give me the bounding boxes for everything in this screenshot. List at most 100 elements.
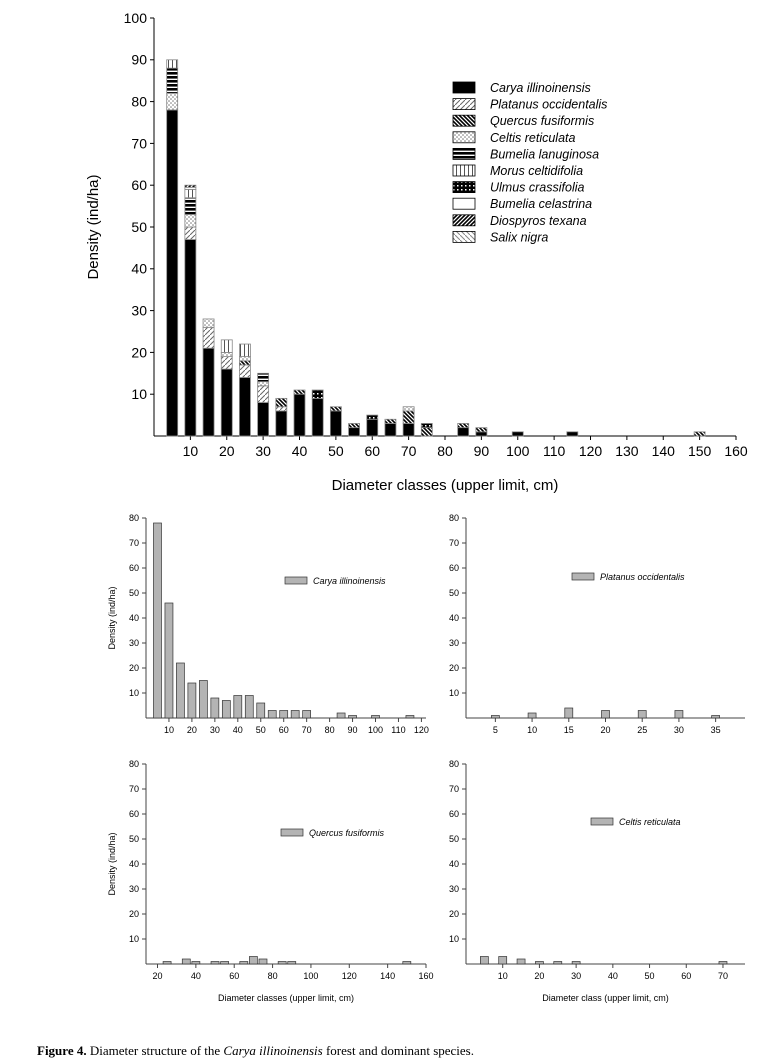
bar bbox=[267, 710, 277, 719]
bar-segment bbox=[184, 239, 197, 437]
bar bbox=[674, 710, 684, 719]
bar-segment bbox=[184, 188, 197, 199]
legend-label: Platanus occidentalis bbox=[490, 98, 607, 112]
y-tick-label: 40 bbox=[449, 859, 459, 869]
legend-swatch bbox=[452, 181, 476, 194]
y-tick-label: 50 bbox=[129, 588, 139, 598]
legend-swatch bbox=[280, 828, 304, 837]
bar-segment bbox=[366, 414, 379, 420]
bar bbox=[348, 715, 357, 719]
x-tick-label: 140 bbox=[652, 443, 676, 459]
bar-segment bbox=[184, 214, 197, 228]
y-tick-label: 70 bbox=[449, 538, 459, 548]
legend-swatch bbox=[452, 230, 476, 243]
legend-swatch bbox=[452, 114, 476, 127]
bar-segment bbox=[384, 423, 397, 437]
y-tick-label: 60 bbox=[129, 563, 139, 573]
x-tick-label: 120 bbox=[579, 443, 603, 459]
bar-segment bbox=[220, 368, 233, 437]
bar-segment bbox=[402, 423, 415, 437]
legend-label: Carya illinoinensis bbox=[490, 81, 591, 95]
bar-segment bbox=[457, 423, 470, 429]
legend-label: Platanus occidentalis bbox=[600, 572, 685, 582]
bar-segment bbox=[166, 59, 179, 69]
y-axis-label: Density (ind/ha) bbox=[107, 832, 117, 895]
x-tick-label: 50 bbox=[256, 725, 266, 735]
legend-label: Celtis reticulata bbox=[619, 817, 681, 827]
x-tick-label: 70 bbox=[718, 971, 728, 981]
bar-segment bbox=[384, 418, 397, 424]
bar bbox=[210, 697, 220, 719]
bar bbox=[221, 700, 231, 719]
x-tick-label: 10 bbox=[498, 971, 508, 981]
x-tick-label: 60 bbox=[681, 971, 691, 981]
x-axis-label: Diameter classes (upper limit, cm) bbox=[332, 477, 559, 494]
bar-segment bbox=[202, 347, 215, 437]
y-tick-label: 50 bbox=[131, 219, 147, 235]
x-tick-label: 20 bbox=[600, 725, 610, 735]
bar-segment bbox=[184, 197, 197, 215]
x-tick-label: 50 bbox=[645, 971, 655, 981]
bar-segment bbox=[475, 427, 488, 433]
x-tick-label: 110 bbox=[391, 725, 405, 735]
bar-segment bbox=[220, 339, 233, 353]
legend-label: Morus celtidifolia bbox=[490, 164, 583, 178]
x-tick-label: 10 bbox=[183, 443, 199, 459]
bar-segment bbox=[275, 406, 288, 412]
legend-swatch bbox=[452, 214, 476, 227]
y-tick-label: 40 bbox=[129, 613, 139, 623]
bar-segment bbox=[239, 364, 251, 378]
legend-swatch bbox=[452, 164, 476, 177]
bar bbox=[601, 710, 610, 719]
y-tick-label: 80 bbox=[129, 513, 139, 523]
y-tick-label: 50 bbox=[449, 588, 459, 598]
bar bbox=[176, 662, 185, 719]
x-tick-label: 130 bbox=[615, 443, 639, 459]
x-tick-label: 40 bbox=[608, 971, 618, 981]
y-tick-label: 70 bbox=[449, 784, 459, 794]
bar bbox=[405, 715, 415, 719]
legend-swatch bbox=[571, 572, 595, 581]
x-tick-label: 20 bbox=[534, 971, 544, 981]
bar-segment bbox=[511, 431, 524, 437]
legend-swatch bbox=[452, 81, 476, 94]
x-tick-label: 10 bbox=[527, 725, 537, 735]
y-tick-label: 20 bbox=[129, 663, 139, 673]
x-tick-label: 30 bbox=[255, 443, 271, 459]
bar bbox=[277, 961, 287, 965]
bar bbox=[164, 602, 174, 719]
legend-label: Quercus fusiformis bbox=[309, 828, 385, 838]
y-tick-label: 20 bbox=[131, 344, 147, 360]
bar-segment bbox=[329, 410, 342, 437]
y-tick-label: 70 bbox=[129, 538, 139, 548]
bar bbox=[290, 710, 300, 719]
bar bbox=[535, 961, 544, 965]
bar bbox=[302, 710, 312, 719]
x-tick-label: 35 bbox=[711, 725, 721, 735]
x-tick-label: 25 bbox=[637, 725, 647, 735]
bar-segment bbox=[402, 410, 415, 424]
bar bbox=[287, 961, 297, 965]
bar bbox=[480, 956, 489, 965]
y-tick-label: 20 bbox=[129, 909, 139, 919]
x-tick-label: 50 bbox=[328, 443, 344, 459]
x-tick-label: 120 bbox=[414, 725, 429, 735]
legend-swatch bbox=[452, 98, 476, 110]
x-tick-label: 80 bbox=[325, 725, 335, 735]
bar-segment bbox=[402, 406, 415, 412]
legend-swatch bbox=[452, 131, 476, 144]
x-tick-label: 100 bbox=[303, 971, 318, 981]
bar bbox=[191, 961, 201, 965]
legend-label: Salix nigra bbox=[490, 230, 548, 244]
bar bbox=[256, 702, 266, 719]
x-tick-label: 70 bbox=[302, 725, 312, 735]
bar-segment bbox=[166, 67, 179, 94]
bar-segment bbox=[239, 343, 251, 357]
x-tick-label: 60 bbox=[364, 443, 380, 459]
bar bbox=[199, 680, 208, 719]
x-tick-label: 80 bbox=[268, 971, 278, 981]
legend-swatch bbox=[452, 197, 476, 210]
legend-swatch bbox=[284, 576, 308, 585]
y-tick-label: 10 bbox=[449, 688, 459, 698]
bar-segment bbox=[311, 389, 324, 399]
